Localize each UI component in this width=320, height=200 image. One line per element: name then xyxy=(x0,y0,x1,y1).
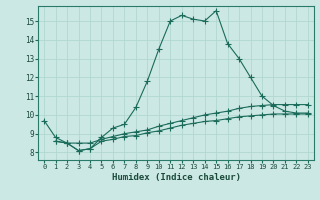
X-axis label: Humidex (Indice chaleur): Humidex (Indice chaleur) xyxy=(111,173,241,182)
